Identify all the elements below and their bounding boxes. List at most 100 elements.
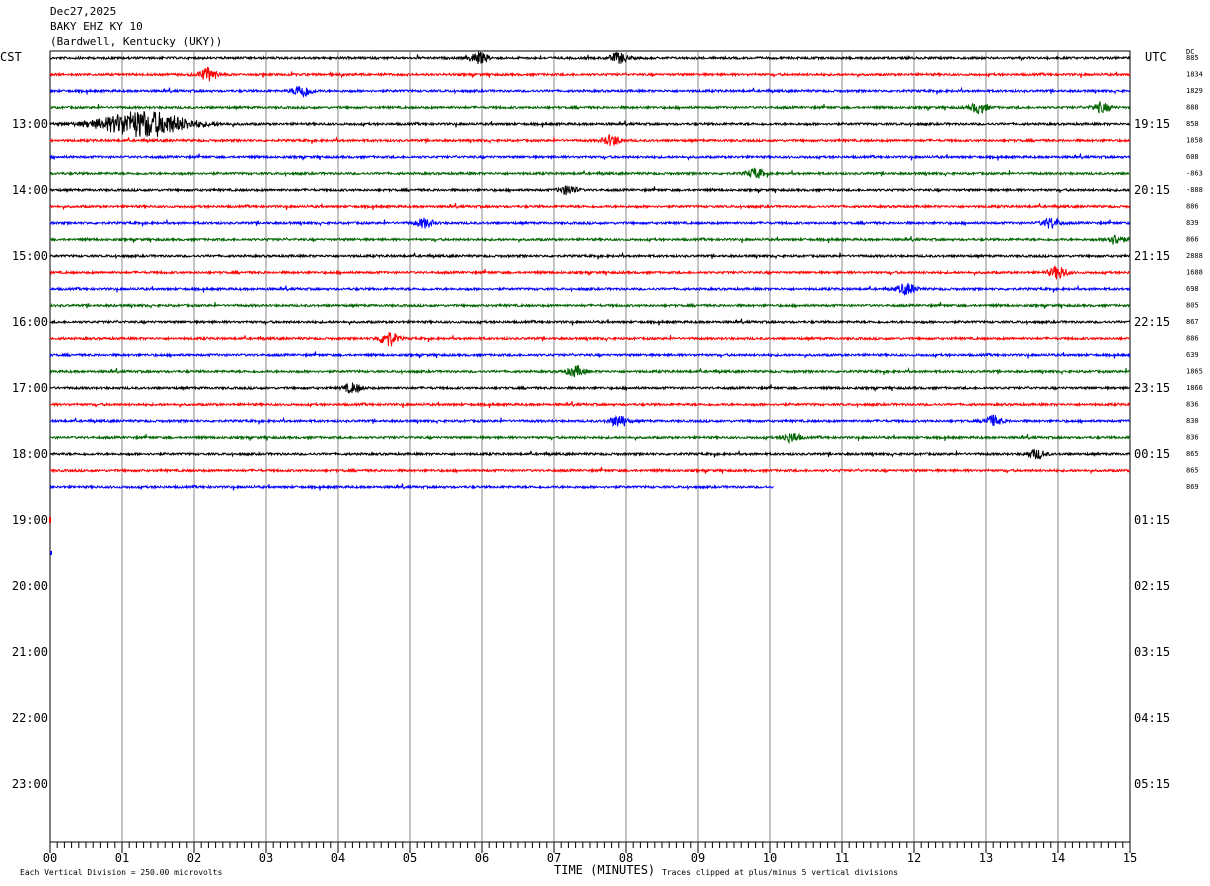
dc-offset-label: 865: [1186, 450, 1199, 458]
utc-hour-label: 00:15: [1134, 447, 1170, 461]
dc-offset-label: 886: [1186, 335, 1199, 343]
dc-offset-label: 885: [1186, 54, 1199, 62]
x-axis-title: TIME (MINUTES): [554, 863, 656, 877]
seismic-trace: [49, 51, 1131, 65]
seismic-trace: [49, 134, 1131, 147]
cst-hour-label: 13:00: [12, 117, 48, 131]
dc-offset-label: 1688: [1186, 269, 1203, 277]
dc-offset-label: 836: [1186, 434, 1199, 442]
utc-hour-label: 20:15: [1134, 183, 1170, 197]
seismic-trace: [49, 282, 1131, 296]
seismic-trace: [49, 100, 1131, 115]
x-tick-label: 03: [259, 851, 273, 865]
dc-offset-label: 1834: [1186, 71, 1203, 79]
seismic-trace: [49, 414, 1130, 427]
x-tick-label: 13: [979, 851, 993, 865]
x-tick-label: 06: [475, 851, 489, 865]
dc-offset-label: 839: [1186, 219, 1199, 227]
seismic-trace: [49, 332, 1131, 347]
cst-hour-label: 21:00: [12, 645, 48, 659]
utc-hour-label: 23:15: [1134, 381, 1170, 395]
station-label: BAKY EHZ KY 10: [50, 20, 143, 33]
seismic-trace: [49, 234, 1131, 245]
seismic-trace: [49, 217, 1131, 230]
cst-hour-label: 14:00: [12, 183, 48, 197]
seismic-trace: [49, 251, 1131, 260]
cst-hour-label: 15:00: [12, 249, 48, 263]
seismic-trace: [49, 364, 1131, 378]
seismic-trace: [49, 382, 1131, 394]
dc-offset-label: -863: [1186, 170, 1203, 178]
cst-hour-label: 19:00: [12, 513, 48, 527]
seismic-trace: [49, 66, 1131, 82]
seismic-trace: [49, 185, 1131, 196]
dc-offset-label: 865: [1186, 467, 1199, 475]
dc-offset-label: -888: [1186, 186, 1203, 194]
cst-hour-label: 22:00: [12, 711, 48, 725]
dc-offset-label: 1865: [1186, 368, 1203, 376]
seismic-trace: [50, 85, 1131, 99]
seismic-trace: [49, 448, 1131, 460]
seismic-trace: [49, 351, 1131, 359]
right-axis-title: UTC: [1145, 50, 1167, 64]
x-tick-label: 08: [619, 851, 633, 865]
seismic-trace: [49, 110, 1131, 138]
x-tick-label: 01: [115, 851, 129, 865]
dc-offset-label: 830: [1186, 417, 1199, 425]
seismic-trace: [49, 167, 1131, 179]
dc-offset-label: 608: [1186, 153, 1199, 161]
dc-offset-label: 886: [1186, 203, 1199, 211]
x-tick-label: 00: [43, 851, 57, 865]
clip-note: Traces clipped at plus/minus 5 vertical …: [662, 868, 899, 877]
plot-frame: [49, 50, 1131, 843]
location-label: (Bardwell, Kentucky (UKY)): [50, 35, 223, 48]
dc-offset-label: 869: [1186, 483, 1199, 491]
utc-hour-label: 02:15: [1134, 579, 1170, 593]
dc-offset-label: 836: [1186, 401, 1199, 409]
utc-hour-label: 03:15: [1134, 645, 1170, 659]
utc-hour-label: 04:15: [1134, 711, 1170, 725]
dc-offset-label: 866: [1186, 236, 1199, 244]
seismic-trace: [49, 203, 1130, 211]
seismic-trace: [49, 483, 774, 491]
x-tick-label: 05: [403, 851, 417, 865]
cst-hour-label: 20:00: [12, 579, 48, 593]
x-tick-label: 04: [331, 851, 345, 865]
seismic-trace: [49, 153, 1131, 161]
left-axis-title: CST: [0, 50, 22, 64]
x-tick-label: 14: [1051, 851, 1065, 865]
dc-label: DC: [1186, 48, 1195, 56]
x-tick-label: 02: [187, 851, 201, 865]
x-tick-label: 07: [547, 851, 561, 865]
dc-offset-label: 1829: [1186, 87, 1203, 95]
scale-note: Each Vertical Division = 250.00 microvol…: [20, 868, 223, 877]
seismic-trace: [49, 401, 1131, 409]
cst-hour-label: 18:00: [12, 447, 48, 461]
dc-offset-label: 639: [1186, 351, 1199, 359]
x-tick-label: 09: [691, 851, 705, 865]
seismic-trace: [49, 466, 1131, 475]
utc-hour-label: 22:15: [1134, 315, 1170, 329]
seismic-trace: [50, 301, 1131, 310]
x-tick-label: 10: [763, 851, 777, 865]
dc-offset-label: 858: [1186, 120, 1199, 128]
dc-offset-label: 805: [1186, 302, 1199, 310]
seismic-trace: [49, 432, 1131, 445]
utc-hour-label: 01:15: [1134, 513, 1170, 527]
dc-offset-label: 888: [1186, 104, 1199, 112]
utc-hour-label: 21:15: [1134, 249, 1170, 263]
dc-offset-label: 698: [1186, 285, 1199, 293]
cst-hour-label: 17:00: [12, 381, 48, 395]
dc-offset-label: 2888: [1186, 252, 1203, 260]
utc-hour-label: 19:15: [1134, 117, 1170, 131]
cst-hour-label: 23:00: [12, 777, 48, 791]
dc-offset-label: 867: [1186, 318, 1199, 326]
x-tick-label: 11: [835, 851, 849, 865]
cst-hour-label: 16:00: [12, 315, 48, 329]
seismic-trace: [49, 318, 1131, 326]
x-tick-label: 12: [907, 851, 921, 865]
dc-offset-label: 1866: [1186, 384, 1203, 392]
seismic-trace: [49, 265, 1131, 280]
plot-date: Dec27,2025: [50, 5, 117, 18]
